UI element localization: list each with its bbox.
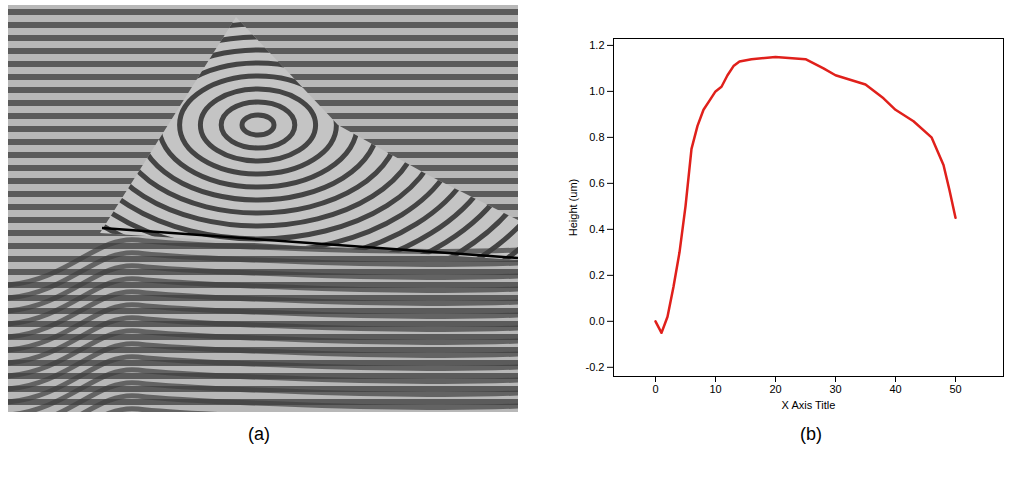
html-text:(b): (b) — [800, 424, 822, 444]
svg-text:0.0: 0.0 — [589, 315, 604, 327]
svg-text:0.8: 0.8 — [589, 131, 604, 143]
svg-text:0.4: 0.4 — [589, 223, 604, 235]
svg-text:1.2: 1.2 — [589, 39, 604, 51]
svg-text:10: 10 — [709, 383, 721, 395]
svg-text:1.0: 1.0 — [589, 85, 604, 97]
svg-text:40: 40 — [889, 383, 901, 395]
svg-text:50: 50 — [949, 383, 961, 395]
html-text:(a): (a) — [248, 424, 270, 444]
svg-text:0: 0 — [652, 383, 658, 395]
svg-text:Height (um): Height (um) — [567, 179, 579, 236]
svg-text:20: 20 — [769, 383, 781, 395]
svg-text:X Axis Title: X Axis Title — [782, 399, 836, 411]
svg-text:30: 30 — [829, 383, 841, 395]
svg-text:0.6: 0.6 — [589, 177, 604, 189]
svg-text:0.2: 0.2 — [589, 269, 604, 281]
svg-text:-0.2: -0.2 — [586, 361, 605, 373]
